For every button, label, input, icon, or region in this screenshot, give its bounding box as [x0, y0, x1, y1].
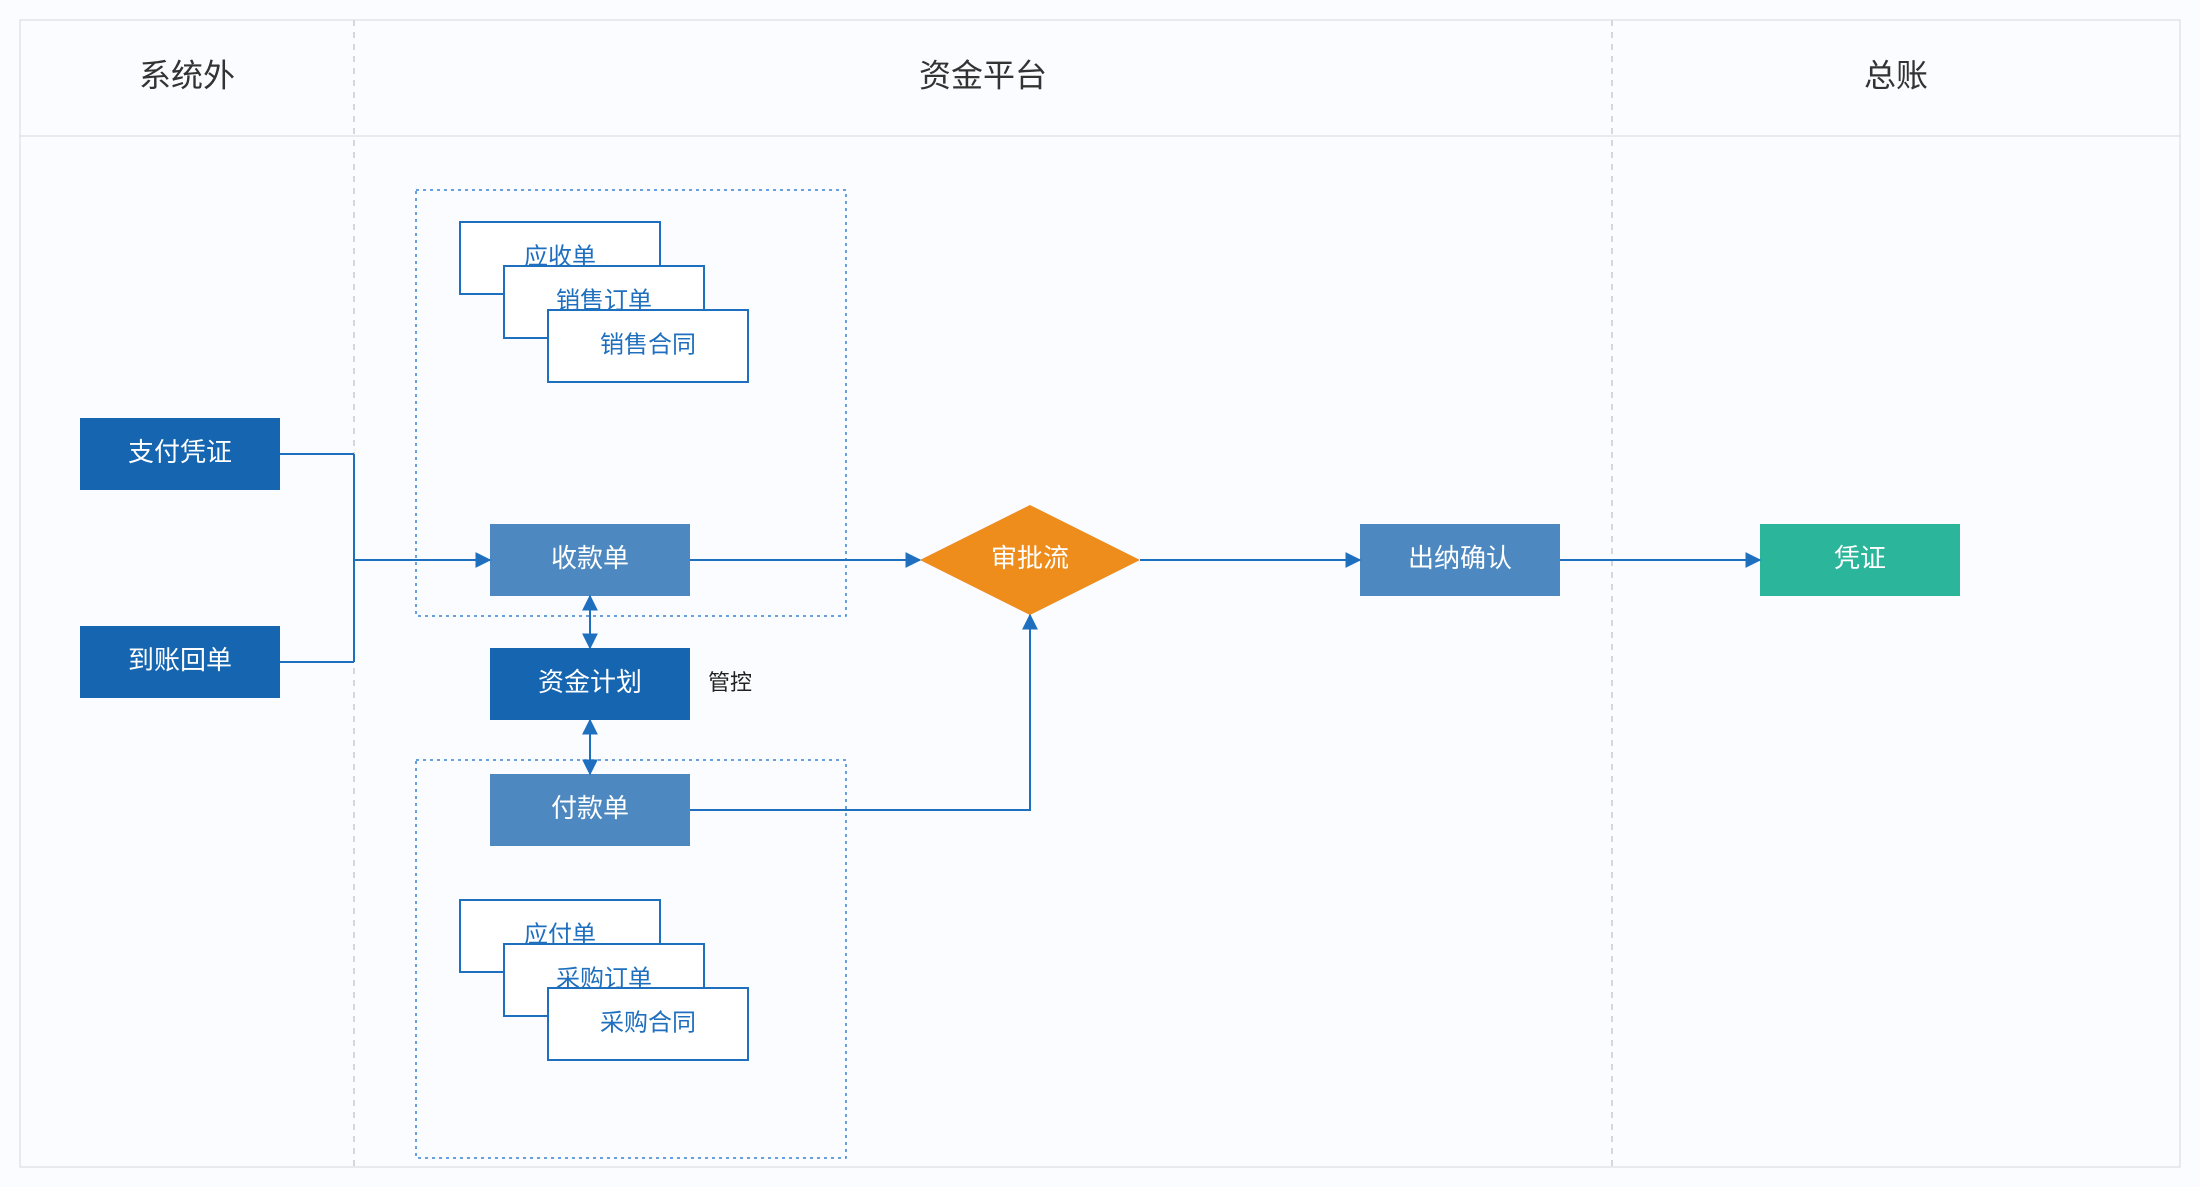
- node-cashier-label: 出纳确认: [1408, 543, 1512, 573]
- diagram-stage: 系统外资金平台总账应收单销售订单销售合同应付单采购订单采购合同支付凭证到账回单收…: [0, 0, 2200, 1187]
- control-label: 管控: [708, 670, 752, 695]
- node-receipt-order-label: 收款单: [551, 543, 629, 573]
- node-fund-plan-label: 资金计划: [538, 667, 642, 697]
- lane-ledger-header: 总账: [1864, 57, 1928, 93]
- receivable-card-label-2: 销售合同: [600, 331, 696, 358]
- payable-card-label-2: 采购合同: [600, 1009, 696, 1036]
- node-payment-order-label: 付款单: [551, 793, 629, 823]
- node-voucher-label: 凭证: [1834, 543, 1886, 573]
- diagram-svg: 系统外资金平台总账应收单销售订单销售合同应付单采购订单采购合同支付凭证到账回单收…: [0, 0, 2200, 1187]
- node-pay-voucher-label: 支付凭证: [128, 437, 232, 467]
- node-arrival-slip-label: 到账回单: [128, 645, 232, 675]
- lane-platform-header: 资金平台: [919, 57, 1047, 93]
- node-approval-label: 审批流: [991, 543, 1069, 573]
- lane-external-header: 系统外: [139, 57, 235, 93]
